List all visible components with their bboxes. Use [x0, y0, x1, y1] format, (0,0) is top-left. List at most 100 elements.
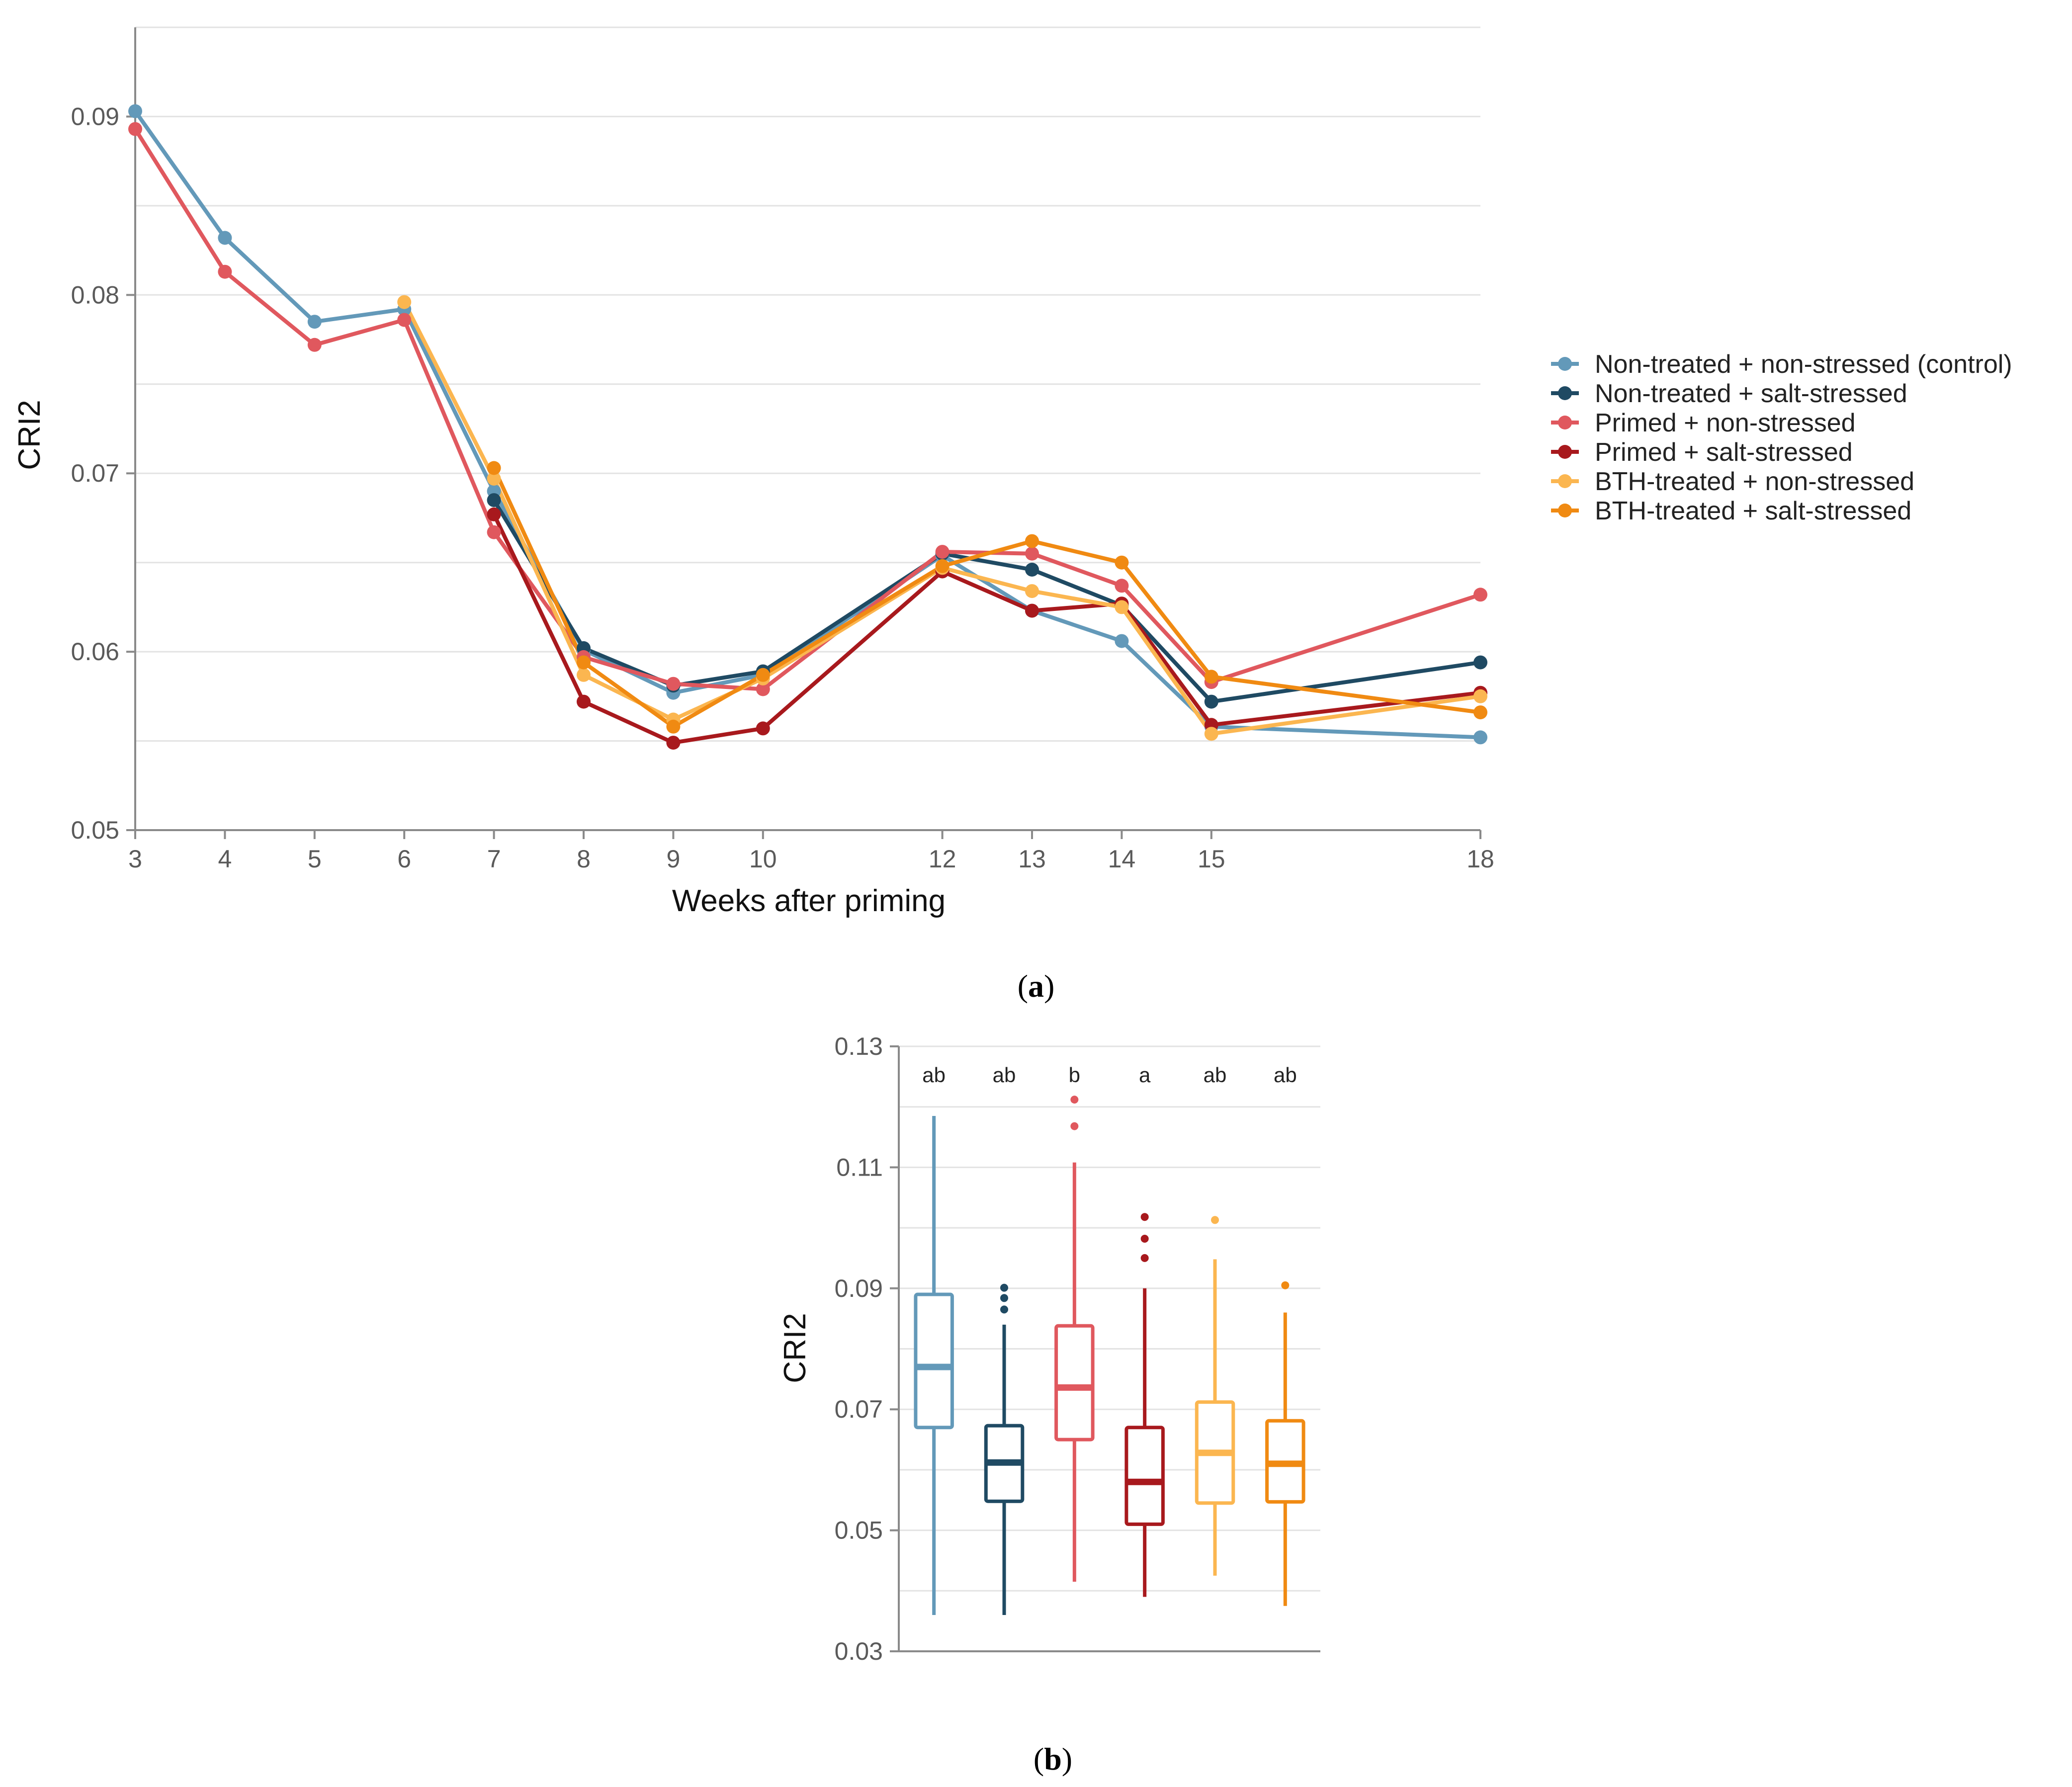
caption-a: (a): [1018, 968, 1055, 1004]
data-point: [1115, 600, 1129, 614]
outlier-point: [1281, 1281, 1290, 1289]
data-point: [577, 668, 591, 682]
box-iqr: [1054, 1324, 1095, 1442]
data-point: [666, 719, 681, 734]
data-point: [756, 668, 770, 682]
data-point: [577, 694, 591, 709]
line-chart-y-axis-title: CRI2: [12, 400, 47, 470]
box-plot-panel-b: 0.03 0.05 0.07 0.09 0.11 0.13 ab ab b a ab ab CRI2: [778, 1032, 1320, 1665]
y-tick-label: 0.09: [835, 1275, 883, 1302]
outlier-point: [1070, 1122, 1079, 1130]
y-tick-label: 0.06: [71, 638, 119, 666]
x-tick-label: 10: [749, 845, 777, 873]
y-tick-label: 0.05: [835, 1517, 883, 1544]
data-point: [935, 545, 950, 559]
y-tick-label: 0.09: [71, 102, 119, 130]
series-line: [492, 466, 1482, 729]
box-iqr: [914, 1292, 954, 1430]
x-tick-label: 15: [1198, 845, 1225, 873]
legend-label: BTH-treated + salt-stressed: [1595, 497, 1911, 525]
legend-label: Non-treated + salt-stressed: [1595, 379, 1907, 408]
data-point: [577, 655, 591, 670]
outlier-point: [1000, 1283, 1008, 1292]
legend-swatch-marker: [1558, 357, 1572, 371]
significance-letter: ab: [993, 1063, 1016, 1087]
y-tick-label: 0.03: [835, 1637, 883, 1665]
data-point: [1473, 655, 1487, 670]
outlier-point: [1140, 1254, 1149, 1262]
data-point: [1204, 670, 1218, 684]
legend-swatch-marker: [1558, 416, 1572, 429]
series-line: [133, 127, 1482, 691]
data-point: [1025, 603, 1039, 618]
legend-label: Primed + non-stressed: [1595, 409, 1856, 437]
x-tick-label: 12: [929, 845, 956, 873]
legend-swatch-marker: [1558, 445, 1572, 459]
data-point: [1473, 730, 1487, 745]
line-chart-panel-a: 0.050.060.070.080.093 4 5 6 7 8 9 10 12 13 14 15 18 …: [12, 26, 1494, 918]
box-group: [914, 1115, 954, 1615]
y-tick-label: 0.11: [836, 1153, 883, 1181]
data-point: [1204, 727, 1218, 741]
data-point: [1115, 555, 1129, 570]
data-point: [1025, 546, 1039, 561]
box-group: [1265, 1281, 1305, 1606]
svg-text:(a): (a): [1018, 968, 1055, 1004]
caption-b-open: (: [1034, 1741, 1044, 1777]
data-point: [128, 122, 142, 136]
data-point: [1115, 634, 1129, 648]
y-tick-label: 0.07: [835, 1395, 883, 1423]
data-point: [218, 231, 232, 245]
data-point: [487, 493, 501, 508]
caption-b-close: ): [1062, 1741, 1072, 1777]
legend-swatch-marker: [1558, 386, 1572, 400]
x-tick-label: 14: [1108, 845, 1136, 873]
x-tick-label: 3: [128, 845, 142, 873]
legend: Non-treated + non-stressed (control)Non-…: [1551, 350, 2012, 525]
box-group: [1124, 1213, 1165, 1597]
caption-b: (b): [1034, 1741, 1072, 1777]
significance-letter: a: [1139, 1063, 1151, 1087]
caption-a-letter: a: [1028, 968, 1044, 1004]
line-chart-gridlines: [135, 26, 1480, 742]
box-plot-axes: [898, 1046, 1320, 1652]
data-point: [1204, 694, 1218, 709]
significance-letter: ab: [922, 1063, 946, 1087]
legend-label: BTH-treated + non-stressed: [1595, 467, 1914, 496]
significance-letter: b: [1069, 1063, 1080, 1087]
data-point: [756, 721, 770, 736]
outlier-point: [1000, 1305, 1008, 1314]
x-tick-label: 4: [218, 845, 232, 873]
outlier-point: [1140, 1213, 1149, 1221]
data-point: [1115, 579, 1129, 593]
box-group: [984, 1283, 1025, 1615]
line-chart-x-axis-title: Weeks after priming: [672, 884, 946, 918]
data-point: [307, 338, 322, 352]
outlier-point: [1070, 1096, 1079, 1104]
line-chart-series: [128, 104, 1487, 750]
data-point: [128, 104, 142, 118]
box-plot-tick-labels: 0.03 0.05 0.07 0.09 0.11 0.13: [835, 1032, 899, 1665]
y-tick-label: 0.08: [71, 281, 119, 309]
data-point: [1473, 689, 1487, 703]
significance-letter: ab: [1204, 1063, 1227, 1087]
x-tick-label: 5: [308, 845, 322, 873]
x-tick-label: 13: [1018, 845, 1046, 873]
legend-swatch-marker: [1558, 504, 1572, 517]
data-point: [1025, 584, 1039, 598]
data-point: [666, 677, 681, 691]
line-chart-axes: [134, 27, 1480, 831]
data-point: [397, 295, 412, 309]
box-plot-significance-letters: ab ab b a ab ab: [922, 1063, 1296, 1087]
x-tick-label: 9: [666, 845, 680, 873]
data-point: [666, 736, 681, 750]
data-point: [307, 315, 322, 329]
outlier-point: [1000, 1294, 1008, 1302]
x-tick-label: 7: [487, 845, 501, 873]
box-plot-boxes: [914, 1096, 1305, 1615]
box-plot-gridlines: [899, 1045, 1320, 1592]
x-tick-label: 18: [1467, 845, 1494, 873]
series-line: [492, 498, 1482, 704]
data-point: [1473, 705, 1487, 720]
